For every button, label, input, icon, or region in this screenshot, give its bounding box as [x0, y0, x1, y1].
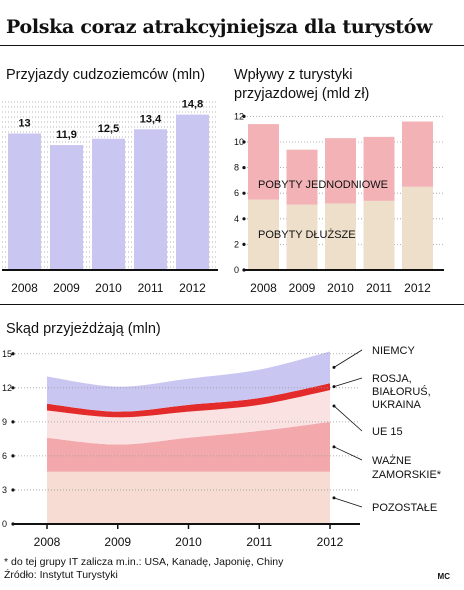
footnote: * do tej grupy IT zalicza m.in.: USA, Ka… [4, 556, 284, 568]
origin-y-tick: 12 [2, 383, 12, 393]
leader-line [333, 497, 363, 508]
arrivals-x-tick: 2010 [95, 281, 122, 295]
origin-y-tick: 9 [2, 417, 7, 427]
label-niemcy: NIEMCY [372, 345, 415, 357]
origin-y-tick: 3 [2, 485, 7, 495]
revenue-bar-longer-2008 [248, 199, 279, 270]
y-tick-marker [11, 386, 15, 390]
revenue-bar-oneday-2008 [248, 124, 279, 200]
y-tick-marker [242, 140, 246, 144]
label-pozostale: POZOSTAŁE [372, 502, 437, 514]
arrivals-bar-2011 [134, 129, 167, 270]
revenue-y-tick: 4 [234, 214, 239, 224]
revenue-y-tick: 10 [234, 137, 244, 147]
arrivals-x-tick: 2009 [53, 281, 80, 295]
area-niemcy [47, 351, 330, 412]
y-tick-marker [242, 114, 246, 118]
origin-x-tick: 2009 [104, 535, 131, 549]
area-ue15 [47, 390, 330, 445]
y-tick-marker [242, 166, 246, 170]
revenue-bar-oneday-2010 [325, 138, 356, 204]
revenue-bar-longer-2011 [363, 200, 395, 270]
arrivals-value-label: 14,8 [182, 99, 203, 111]
area-wazne-zamorskie [47, 421, 330, 472]
arrivals-x-tick: 2011 [138, 281, 164, 295]
revenue-bar-oneday-2011 [363, 136, 395, 201]
origin-y-tick: 0 [2, 519, 7, 529]
y-tick-marker [11, 454, 15, 458]
y-tick-marker [11, 488, 15, 492]
arrivals-bar-2012 [176, 114, 209, 270]
revenue-bar-longer-2012 [402, 186, 433, 270]
origin-stacked-area-chart: 0 3 6 9 12 15 2008 2009 2010 2011 2012 NIEMCY ROSJA,… [2, 345, 442, 549]
leader-line [333, 349, 363, 368]
leader-dot [332, 385, 336, 389]
revenue-y-tick: 6 [234, 188, 239, 198]
revenue-bar-oneday-2012 [402, 121, 433, 187]
origin-chart-title: Skąd przyjeżdżają (mln) [6, 321, 161, 337]
y-tick-marker [242, 191, 246, 195]
arrivals-value-label: 11,9 [56, 129, 77, 141]
revenue-y-tick: 8 [234, 163, 239, 173]
leader-dot [332, 404, 336, 408]
y-tick-marker [11, 352, 15, 356]
revenue-x-tick: 2011 [366, 281, 392, 295]
y-tick-marker [242, 242, 246, 246]
title-rule [0, 45, 464, 46]
leader-line [333, 405, 363, 432]
revenue-bar-oneday-2009 [286, 149, 318, 205]
leader-line [333, 377, 363, 388]
main-title: Polska coraz atrakcyjniejsza dla turystó… [6, 16, 433, 38]
area-rosja-bialorus-ukraina [47, 383, 330, 418]
section-rule [0, 304, 464, 305]
y-tick-marker [242, 217, 246, 221]
origin-x-tick: 2010 [175, 535, 202, 549]
revenue-bar-longer-2010 [325, 203, 356, 270]
origin-y-tick: 15 [2, 349, 12, 359]
revenue-chart-title: Wpływy z turystyki przyjazdowej (mld zł) [234, 67, 370, 102]
revenue-stacked-bar-chart: 0 2 4 6 8 10 12 2008 2009 2010 2011 2012 POBYTY JEDN… [234, 111, 444, 295]
revenue-x-tick: 2008 [250, 281, 277, 295]
area-pozostale [47, 471, 330, 524]
origin-y-tick: 6 [2, 451, 7, 461]
y-tick-marker [11, 420, 15, 424]
arrivals-bar-chart: 13 2008 11,9 2009 12,5 2010 13,4 2011 14,8 2012 [2, 99, 218, 295]
author-credit: MC [437, 572, 450, 581]
arrivals-x-tick: 2008 [11, 281, 38, 295]
origin-x-tick: 2008 [34, 535, 61, 549]
label-rosja: ROSJA, BIAŁORUŚ, UKRAINA [372, 373, 431, 411]
revenue-y-tick: 2 [234, 239, 239, 249]
series-label-oneday: POBYTY JEDNODNIOWE [258, 179, 388, 191]
label-wazne-zamorskie: WAŻNE ZAMORSKIE* [372, 454, 442, 481]
label-ue15: UE 15 [372, 426, 403, 438]
source-note: Źródło: Instytut Turystyki [4, 569, 118, 581]
arrivals-bar-2009 [50, 145, 83, 270]
revenue-x-tick: 2010 [327, 281, 354, 295]
leader-dot [332, 365, 336, 369]
series-label-longer: POBYTY DŁUŻSZE [258, 228, 356, 241]
arrivals-value-label: 13,4 [140, 113, 162, 125]
revenue-x-tick: 2012 [404, 281, 431, 295]
arrivals-chart-title: Przyjazdy cudzoziemców (mln) [6, 67, 206, 83]
revenue-bar-longer-2009 [286, 204, 318, 270]
arrivals-bar-2008 [8, 133, 41, 270]
revenue-y-tick: 0 [234, 265, 239, 275]
arrivals-bar-2010 [92, 138, 125, 270]
origin-x-tick: 2012 [317, 535, 344, 549]
origin-x-tick: 2011 [246, 535, 272, 549]
arrivals-x-tick: 2012 [179, 281, 206, 295]
revenue-x-tick: 2009 [289, 281, 316, 295]
leader-line [333, 446, 363, 461]
arrivals-value-label: 13 [18, 118, 30, 130]
leader-dot [332, 445, 336, 449]
leader-dot [332, 496, 336, 500]
revenue-y-tick: 12 [234, 111, 244, 121]
arrivals-value-label: 12,5 [98, 123, 119, 135]
